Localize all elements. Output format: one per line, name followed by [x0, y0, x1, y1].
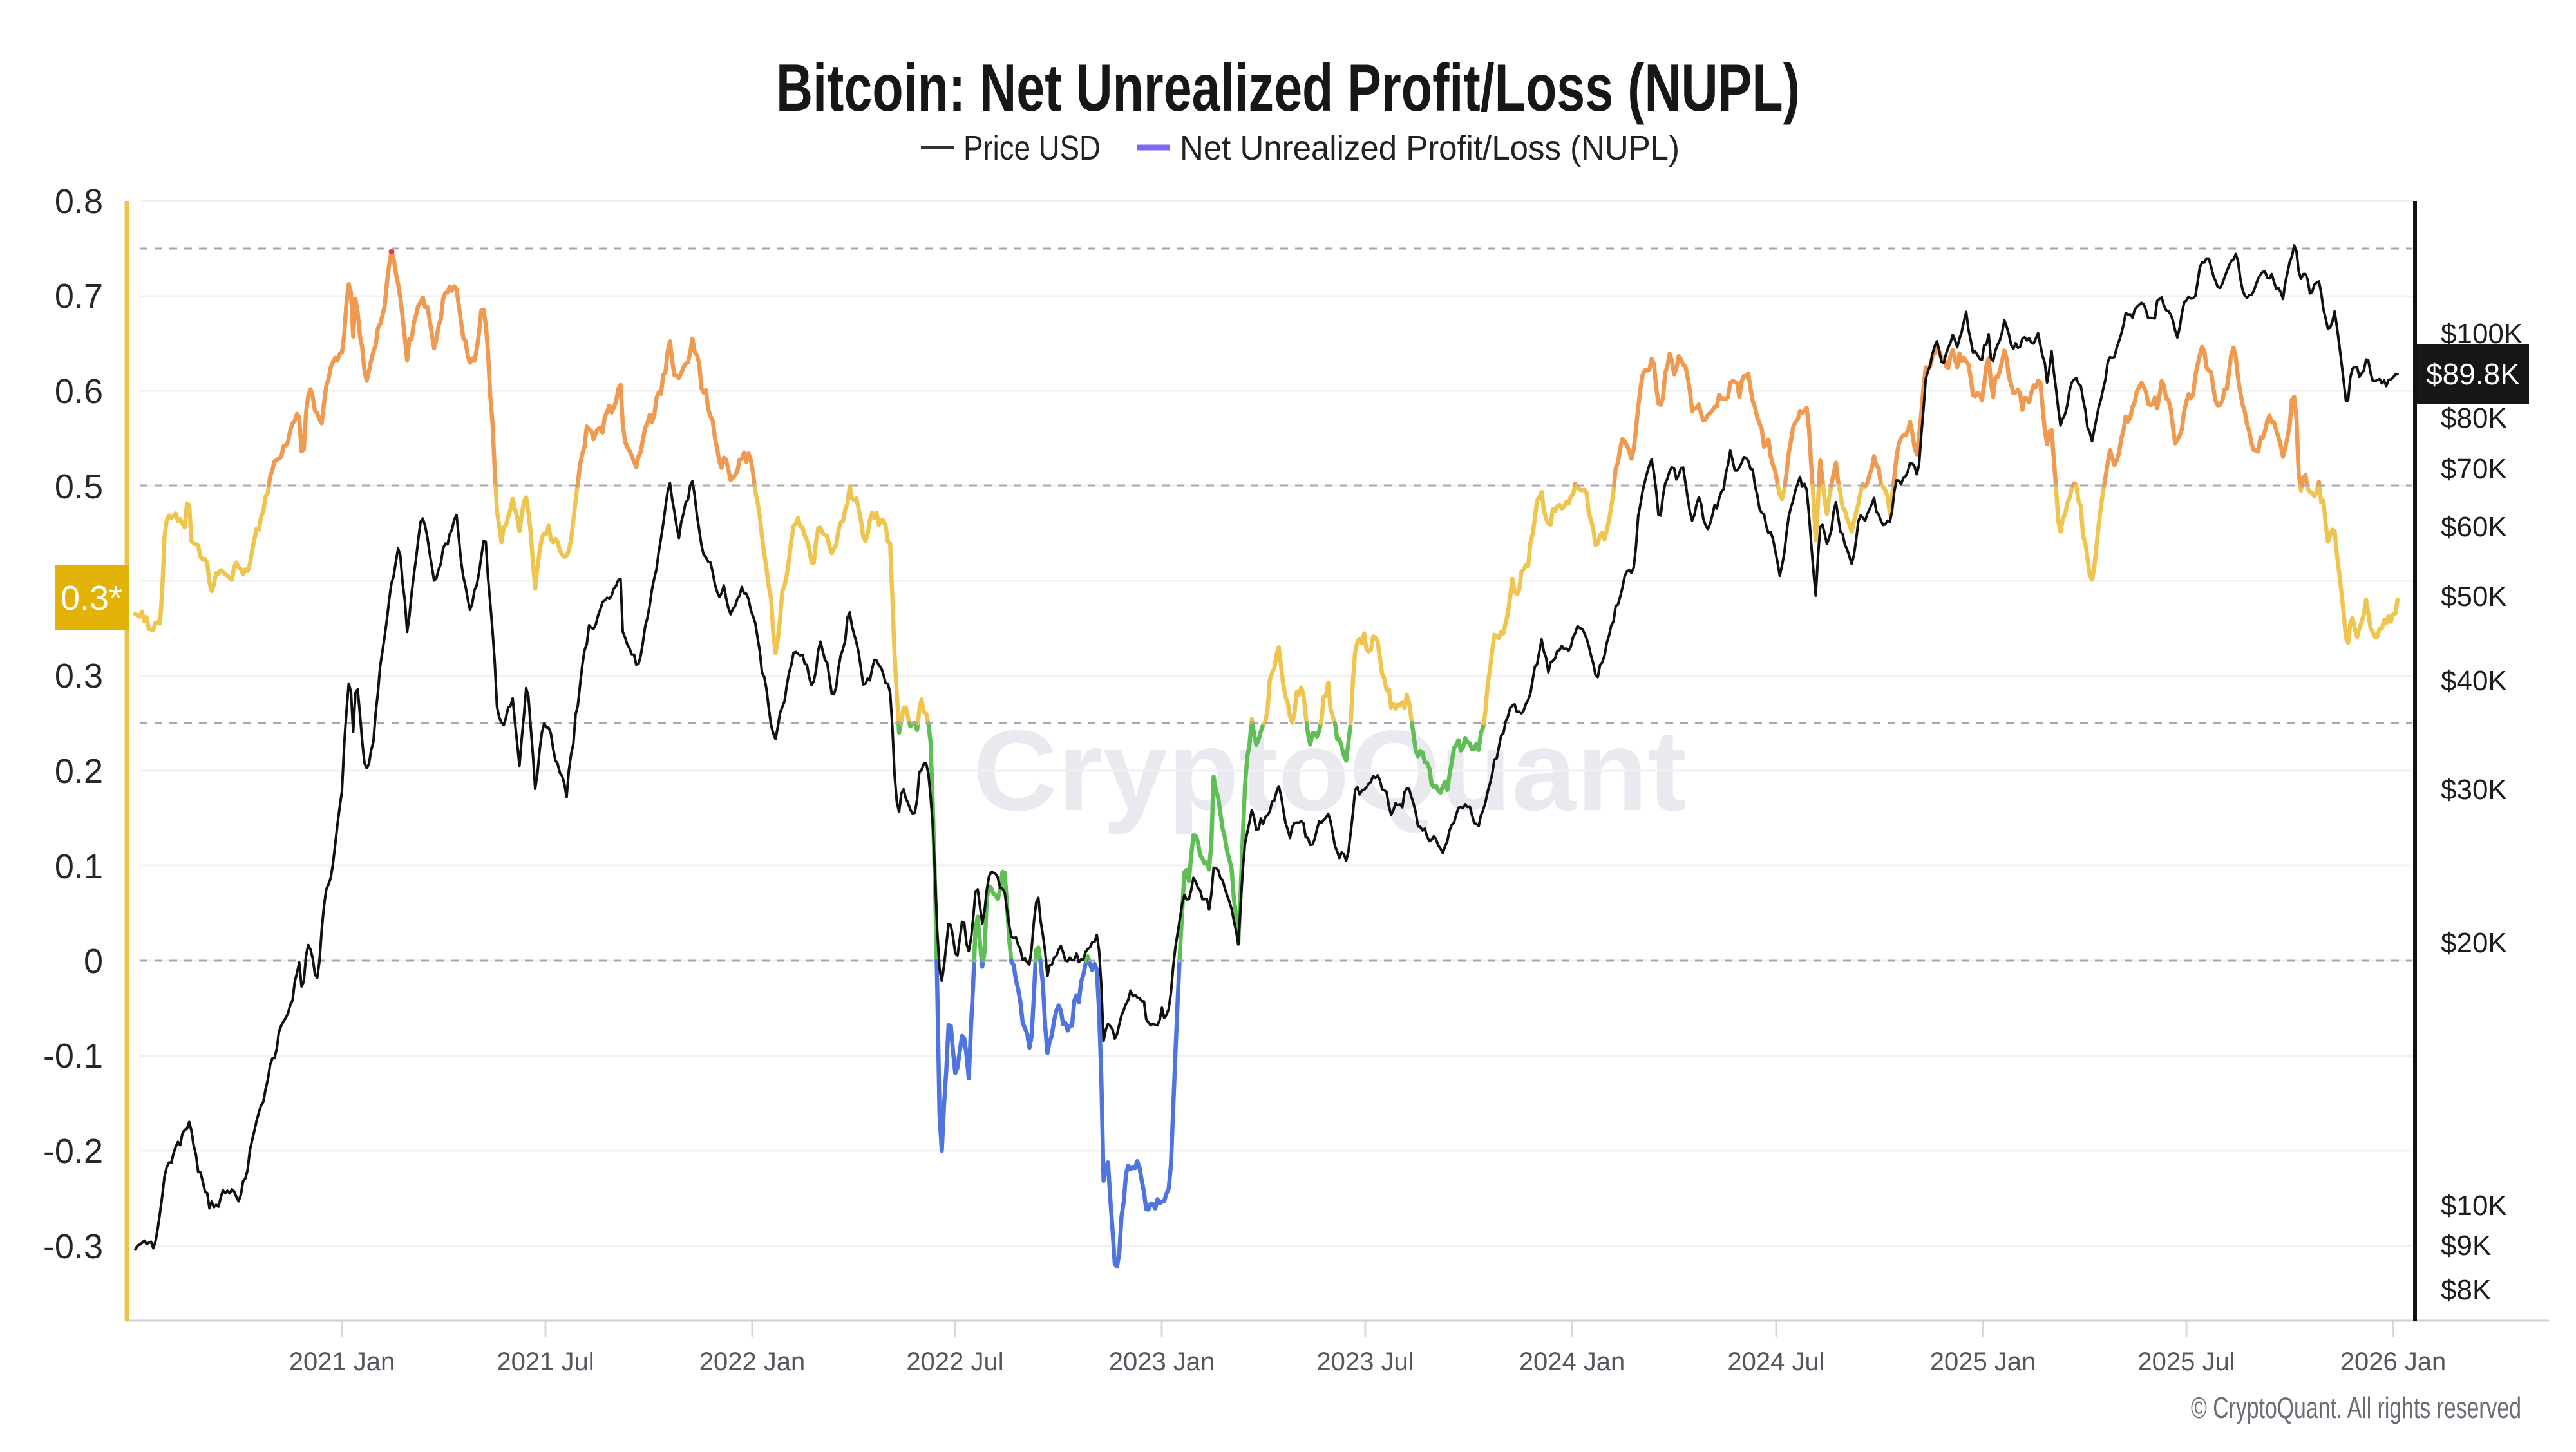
svg-text:$60K: $60K	[2441, 511, 2507, 543]
svg-text:$100K: $100K	[2441, 318, 2523, 350]
svg-text:$50K: $50K	[2441, 581, 2507, 612]
svg-text:-0.1: -0.1	[43, 1037, 103, 1075]
svg-text:$8K: $8K	[2441, 1274, 2491, 1306]
svg-text:0.3: 0.3	[55, 657, 103, 695]
svg-text:$20K: $20K	[2441, 927, 2507, 959]
svg-text:2025 Jan: 2025 Jan	[1930, 1348, 2036, 1376]
svg-text:2023 Jul: 2023 Jul	[1316, 1348, 1414, 1376]
svg-text:Bitcoin: Net Unrealized Profit: Bitcoin: Net Unrealized Profit/Loss (NUP…	[776, 51, 1800, 126]
svg-text:0: 0	[84, 942, 103, 981]
svg-text:2022 Jul: 2022 Jul	[906, 1348, 1003, 1376]
svg-text:0.8: 0.8	[55, 182, 103, 221]
svg-text:© CryptoQuant. All rights rese: © CryptoQuant. All rights reserved	[2191, 1391, 2521, 1424]
svg-text:$9K: $9K	[2441, 1230, 2491, 1261]
svg-text:2022 Jan: 2022 Jan	[699, 1348, 806, 1376]
svg-text:2023 Jan: 2023 Jan	[1109, 1348, 1215, 1376]
svg-text:$70K: $70K	[2441, 453, 2507, 485]
svg-text:2021 Jul: 2021 Jul	[497, 1348, 594, 1376]
svg-text:Price USD: Price USD	[963, 129, 1101, 167]
svg-text:2021 Jan: 2021 Jan	[289, 1348, 395, 1376]
svg-text:-0.2: -0.2	[43, 1132, 103, 1171]
svg-text:$10K: $10K	[2441, 1190, 2507, 1221]
svg-text:0.2: 0.2	[55, 752, 103, 791]
svg-text:$40K: $40K	[2441, 665, 2507, 697]
svg-text:$89.8K: $89.8K	[2426, 357, 2520, 391]
svg-text:0.5: 0.5	[55, 467, 103, 506]
svg-text:$80K: $80K	[2441, 402, 2507, 434]
svg-text:2026 Jan: 2026 Jan	[2340, 1348, 2447, 1376]
svg-text:Net Unrealized Profit/Loss (NU: Net Unrealized Profit/Loss (NUPL)	[1180, 129, 1680, 167]
svg-text:0.6: 0.6	[55, 372, 103, 411]
svg-text:$30K: $30K	[2441, 774, 2507, 806]
svg-text:0.1: 0.1	[55, 847, 103, 886]
svg-text:2024 Jul: 2024 Jul	[1727, 1348, 1824, 1376]
svg-text:-0.3: -0.3	[43, 1227, 103, 1266]
svg-text:0.3*: 0.3*	[61, 579, 122, 618]
svg-text:2025 Jul: 2025 Jul	[2137, 1348, 2235, 1376]
svg-text:2024 Jan: 2024 Jan	[1519, 1348, 1625, 1376]
svg-text:0.7: 0.7	[55, 277, 103, 316]
